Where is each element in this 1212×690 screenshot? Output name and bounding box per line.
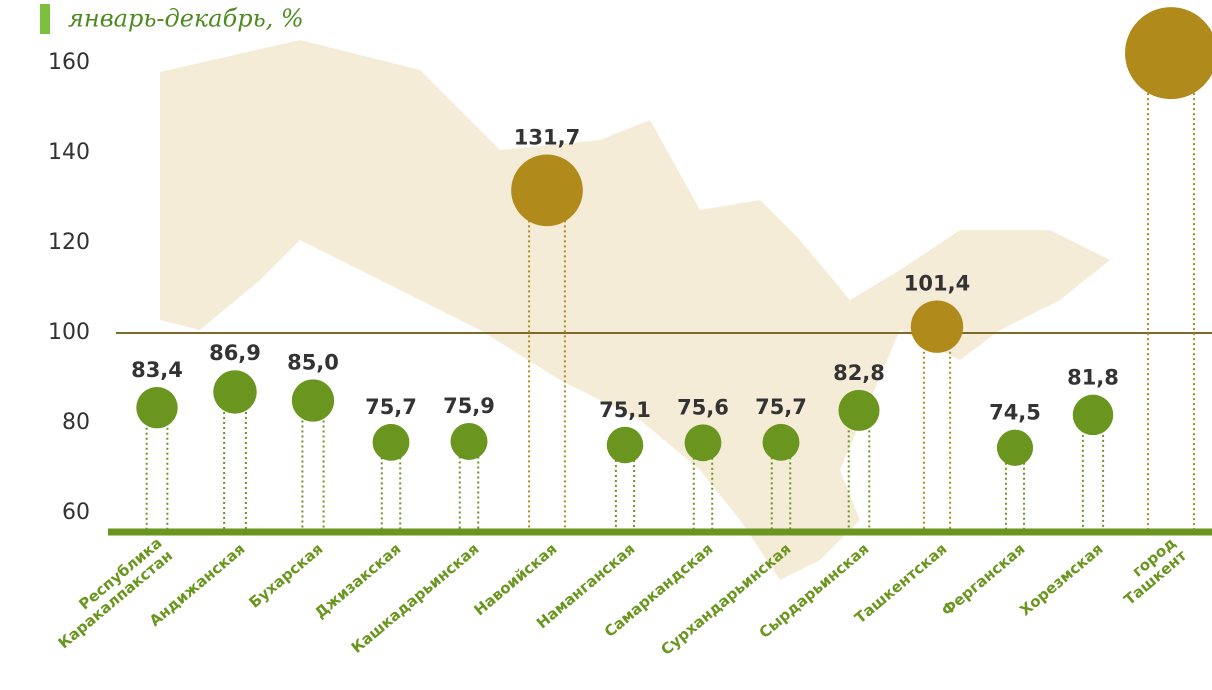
bubble xyxy=(136,386,178,429)
bubble xyxy=(910,300,964,353)
chart-title: январь-декабрь, % xyxy=(68,5,304,33)
x-tick-label: Ферганская xyxy=(938,540,1028,620)
value-label: 75,1 xyxy=(599,398,651,422)
x-tick-label: Сурхандарьинская xyxy=(657,540,794,659)
value-label: 86,9 xyxy=(209,341,261,365)
bubble xyxy=(450,422,488,460)
bubble xyxy=(1125,7,1212,100)
bubble xyxy=(511,154,583,227)
map-background xyxy=(160,40,1110,580)
y-tick-label: 140 xyxy=(48,140,90,165)
value-label: 75,7 xyxy=(365,395,417,419)
bubble xyxy=(213,370,257,414)
x-tick-label: Кашкадарьинская xyxy=(348,540,483,657)
y-tick-label: 60 xyxy=(62,500,90,525)
y-tick-label: 160 xyxy=(48,50,90,75)
x-tick-label: Бухарская xyxy=(246,540,327,612)
value-label: 82,8 xyxy=(833,361,885,385)
y-tick-label: 80 xyxy=(62,410,90,435)
x-tick-label: Хорезмская xyxy=(1016,540,1106,620)
value-label: 83,4 xyxy=(131,358,183,382)
bubble xyxy=(606,426,644,464)
y-tick-label: 100 xyxy=(48,320,90,345)
value-label: 74,5 xyxy=(989,401,1041,425)
value-label: 101,4 xyxy=(904,272,970,296)
x-tick-label: РеспубликаКаракалпакстан xyxy=(44,533,176,652)
x-tick-label: городТашкент xyxy=(1110,533,1190,608)
value-label: 75,9 xyxy=(443,394,495,418)
value-label: 81,8 xyxy=(1067,366,1119,390)
bubble xyxy=(762,423,800,461)
value-label: 75,7 xyxy=(755,395,807,419)
bubble xyxy=(838,389,880,431)
y-tick-label: 120 xyxy=(48,230,90,255)
value-label: 131,7 xyxy=(514,126,580,150)
value-label: 85,0 xyxy=(287,350,339,374)
bubble xyxy=(372,423,410,461)
title-marker xyxy=(40,4,50,34)
bubble xyxy=(684,424,722,462)
value-label: 75,6 xyxy=(677,395,729,419)
bubble xyxy=(1072,394,1114,436)
bubble xyxy=(291,379,335,422)
bubble xyxy=(996,429,1034,466)
value-label: 162,2 xyxy=(1138,0,1204,2)
